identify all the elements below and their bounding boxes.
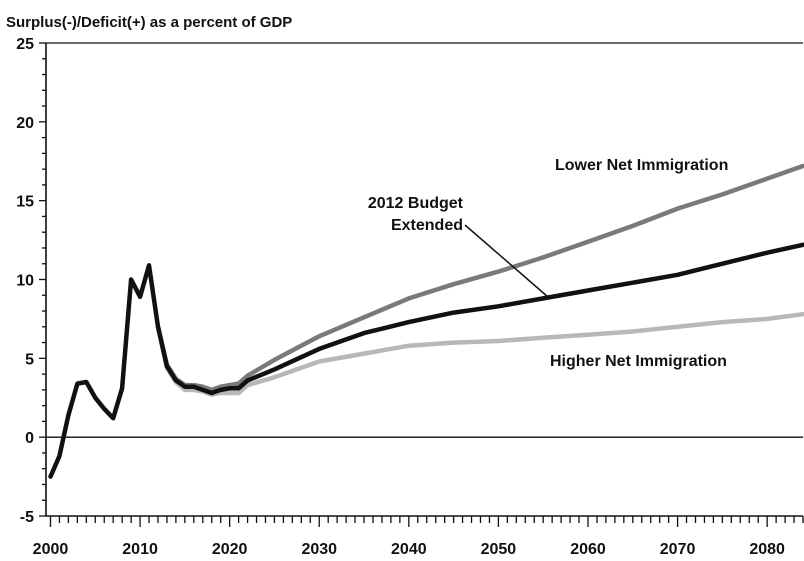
data-point-2012-budget-extended bbox=[362, 331, 366, 335]
data-point-lower-net-immigration bbox=[720, 192, 724, 196]
y-axis-title: Surplus(-)/Deficit(+) as a percent of GD… bbox=[6, 14, 292, 31]
annotation-lower-net-immigration: Lower Net Immigration bbox=[555, 157, 728, 174]
data-point-2012-budget-extended bbox=[541, 296, 545, 301]
data-point-2012-budget-extended bbox=[192, 385, 196, 389]
data-point-lower-net-immigration bbox=[272, 358, 277, 362]
data-point-higher-net-immigration bbox=[765, 317, 769, 321]
data-point-lower-net-immigration bbox=[228, 383, 232, 387]
data-point-lower-net-immigration bbox=[362, 315, 366, 319]
data-point-higher-net-immigration bbox=[228, 391, 232, 395]
data-point-lower-net-immigration bbox=[452, 282, 456, 286]
axes: -5 0 5 10 15 20 25 2000 2010 2020 2030 2040 2050 2060… bbox=[16, 36, 804, 558]
data-point-2012-budget-extended bbox=[317, 347, 321, 351]
x-tick-label: 2030 bbox=[301, 541, 337, 558]
data-point-2012-budget-extended bbox=[156, 325, 160, 329]
data-point-2012-budget-extended bbox=[586, 288, 590, 293]
annotation-higher-net-immigration: Higher Net Immigration bbox=[550, 353, 727, 370]
data-point-lower-net-immigration bbox=[317, 334, 321, 338]
x-tick-label: 2040 bbox=[391, 541, 427, 558]
data-point-higher-net-immigration bbox=[362, 352, 366, 356]
data-point-2012-budget-extended bbox=[57, 454, 62, 458]
x-tick-label: 2010 bbox=[122, 541, 158, 558]
data-point-2012-budget-extended bbox=[801, 243, 804, 247]
series-layer bbox=[48, 163, 804, 479]
y-tick-label: -5 bbox=[20, 509, 34, 526]
data-point-2012-budget-extended bbox=[183, 385, 187, 389]
data-point-2012-budget-extended bbox=[210, 391, 214, 395]
data-point-2012-budget-extended bbox=[84, 380, 88, 384]
data-point-2012-budget-extended bbox=[120, 386, 124, 390]
data-point-2012-budget-extended bbox=[93, 396, 97, 400]
data-point-2012-budget-extended bbox=[245, 378, 250, 383]
data-point-2012-budget-extended bbox=[675, 273, 680, 277]
y-tick-label: 25 bbox=[16, 36, 34, 53]
annotations: Lower Net Immigration 2012 Budget Extend… bbox=[368, 157, 729, 370]
data-point-lower-net-immigration bbox=[237, 381, 241, 386]
data-point-2012-budget-extended bbox=[147, 263, 151, 267]
series-line-2012-budget-extended bbox=[48, 242, 804, 479]
x-tick-label: 2060 bbox=[570, 541, 606, 558]
data-point-lower-net-immigration bbox=[586, 240, 590, 244]
data-point-higher-net-immigration bbox=[801, 312, 804, 316]
data-point-lower-net-immigration bbox=[407, 296, 411, 301]
data-point-lower-net-immigration bbox=[631, 224, 635, 228]
data-point-higher-net-immigration bbox=[586, 333, 590, 337]
x-tick-label: 2000 bbox=[33, 541, 69, 558]
data-point-higher-net-immigration bbox=[675, 325, 680, 329]
data-point-2012-budget-extended bbox=[237, 386, 241, 390]
data-point-2012-budget-extended bbox=[48, 474, 53, 479]
data-point-higher-net-immigration bbox=[452, 340, 456, 345]
data-point-2012-budget-extended bbox=[111, 416, 115, 420]
data-point-lower-net-immigration bbox=[765, 176, 769, 181]
annotation-leader-line bbox=[464, 224, 549, 298]
data-point-lower-net-immigration bbox=[245, 374, 250, 378]
data-point-higher-net-immigration bbox=[183, 388, 187, 392]
data-point-higher-net-immigration bbox=[237, 391, 241, 395]
data-point-2012-budget-extended bbox=[228, 386, 232, 390]
data-point-higher-net-immigration bbox=[407, 344, 411, 348]
data-point-lower-net-immigration bbox=[801, 164, 804, 168]
data-point-2012-budget-extended bbox=[631, 281, 635, 285]
y-tick-label: 15 bbox=[16, 194, 34, 211]
data-point-2012-budget-extended bbox=[165, 364, 169, 368]
data-point-higher-net-immigration bbox=[496, 339, 501, 343]
data-point-2012-budget-extended bbox=[102, 407, 106, 411]
data-point-higher-net-immigration bbox=[245, 383, 250, 387]
y-tick-label: 0 bbox=[25, 430, 34, 447]
data-point-2012-budget-extended bbox=[452, 311, 456, 315]
data-point-higher-net-immigration bbox=[317, 359, 321, 364]
data-point-2012-budget-extended bbox=[496, 304, 501, 308]
x-tick-label: 2020 bbox=[212, 541, 248, 558]
data-point-2012-budget-extended bbox=[75, 381, 79, 386]
data-point-2012-budget-extended bbox=[765, 251, 769, 255]
data-point-2012-budget-extended bbox=[407, 320, 411, 324]
data-point-lower-net-immigration bbox=[675, 206, 680, 211]
y-tick-label: 20 bbox=[16, 115, 34, 132]
data-point-2012-budget-extended bbox=[219, 388, 223, 392]
x-tick-label: 2050 bbox=[481, 541, 517, 558]
data-point-higher-net-immigration bbox=[631, 329, 635, 334]
data-point-2012-budget-extended bbox=[138, 295, 142, 299]
data-point-lower-net-immigration bbox=[496, 270, 501, 274]
data-point-2012-budget-extended bbox=[66, 413, 70, 417]
data-point-higher-net-immigration bbox=[541, 336, 545, 340]
data-point-2012-budget-extended bbox=[129, 277, 133, 282]
annotation-budget-line1: 2012 Budget bbox=[368, 195, 464, 212]
x-tick-label: 2080 bbox=[749, 541, 785, 558]
data-point-2012-budget-extended bbox=[174, 378, 178, 383]
data-point-higher-net-immigration bbox=[272, 375, 277, 379]
data-point-lower-net-immigration bbox=[541, 255, 545, 260]
x-tick-label: 2070 bbox=[660, 541, 696, 558]
data-point-2012-budget-extended bbox=[272, 367, 277, 371]
data-point-higher-net-immigration bbox=[720, 320, 724, 324]
annotation-budget-line2: Extended bbox=[391, 217, 463, 234]
data-point-2012-budget-extended bbox=[201, 388, 205, 392]
data-point-2012-budget-extended bbox=[720, 262, 724, 266]
y-tick-label: 10 bbox=[16, 273, 34, 290]
y-tick-label: 5 bbox=[25, 351, 34, 368]
